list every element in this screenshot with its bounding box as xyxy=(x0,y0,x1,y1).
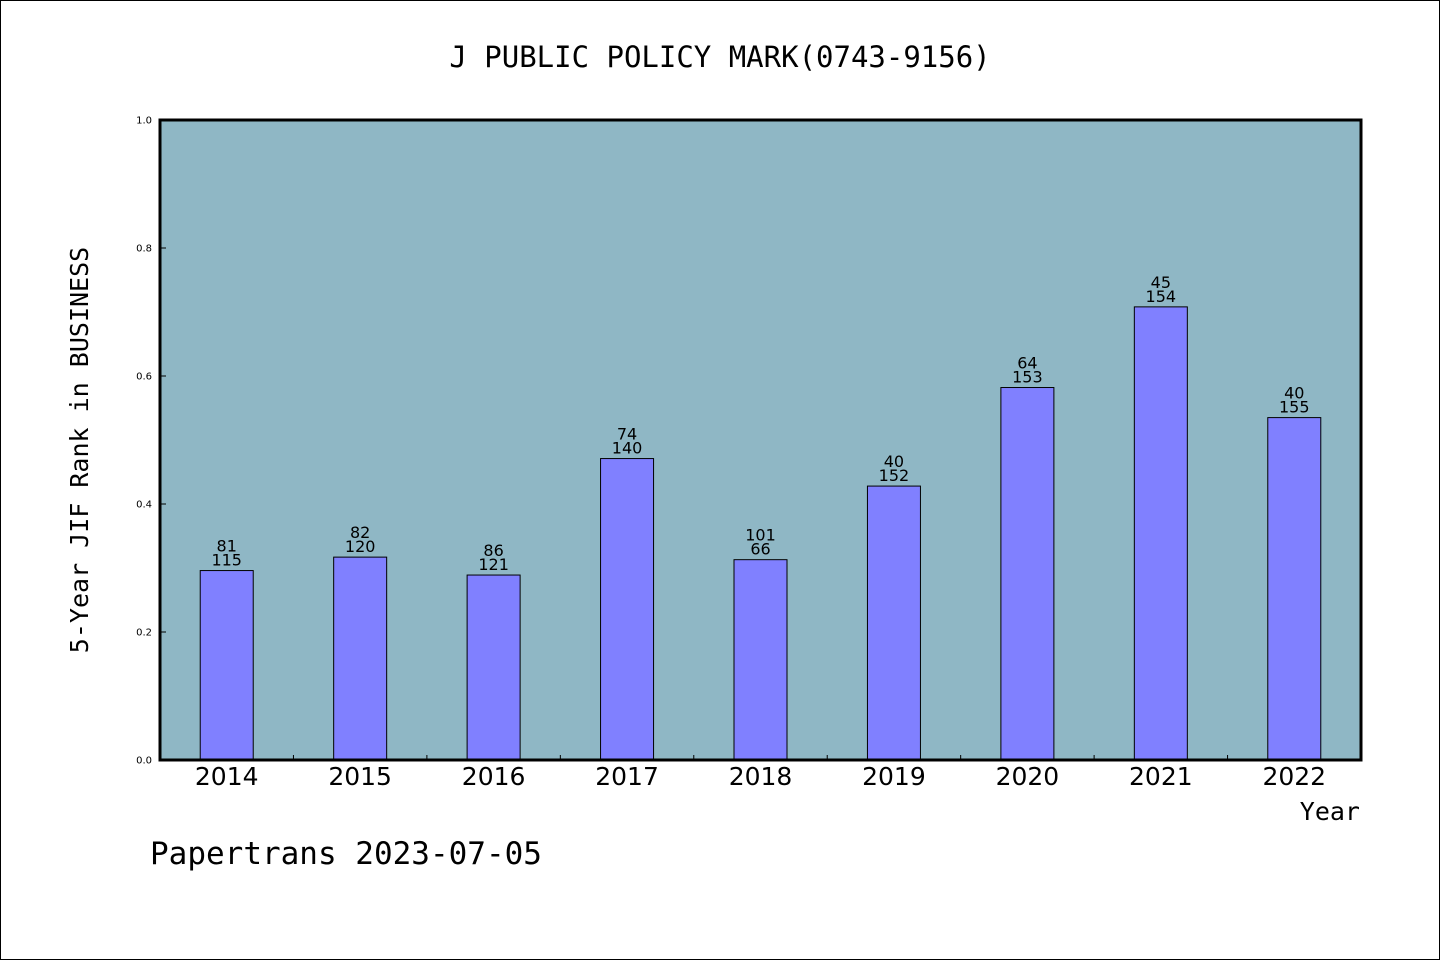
bar-label-top-2022: 40 xyxy=(1284,384,1304,403)
x-tick-label-2020: 2020 xyxy=(996,762,1060,791)
x-tick-label-2016: 2016 xyxy=(462,762,526,791)
plot-border xyxy=(158,118,1363,762)
y-tick-label: 0.4 xyxy=(136,500,152,511)
y-tick-label: 0.8 xyxy=(136,244,152,255)
bar-2022 xyxy=(1267,417,1322,761)
x-tick-label-2018: 2018 xyxy=(729,762,793,791)
bar-2020 xyxy=(1000,387,1055,761)
y-axis: 0.0 0.2 0.4 0.6 0.8 1.0 xyxy=(136,116,166,767)
bar-label-top-2021: 45 xyxy=(1151,273,1171,292)
bar-label-top-2019: 40 xyxy=(884,452,904,471)
x-tick-label-2014: 2014 xyxy=(195,762,259,791)
bar-2015 xyxy=(333,556,388,761)
bar-label-top-2015: 82 xyxy=(350,523,370,542)
bar-label-top-2020: 64 xyxy=(1017,354,1037,373)
bar-label-top-2014: 81 xyxy=(217,537,237,556)
bar-label-top-2016: 86 xyxy=(483,541,503,560)
bar-label-top-2017: 74 xyxy=(617,425,637,444)
bar-2018 xyxy=(733,559,788,761)
x-axis: 2014 2015 2016 2017 2018 2019 2020 2021 2022 xyxy=(195,755,1326,791)
x-tick-label-2021: 2021 xyxy=(1129,762,1193,791)
bar-label-top-2018: 101 xyxy=(745,526,776,545)
y-tick-label: 0.2 xyxy=(136,628,152,639)
x-tick-label-2019: 2019 xyxy=(862,762,926,791)
chart-title: J PUBLIC POLICY MARK(0743-9156) xyxy=(449,40,990,74)
bar-2017 xyxy=(600,458,655,761)
bar-label-bottom-2018: 66 xyxy=(750,540,770,559)
y-tick-label: 1.0 xyxy=(136,116,152,127)
bar-2016 xyxy=(466,574,521,761)
bar-label-bottom-2020: 153 xyxy=(1012,368,1043,387)
y-axis-label: 5-Year JIF Rank in BUSINESS xyxy=(65,247,94,653)
x-tick-label-2017: 2017 xyxy=(595,762,659,791)
bar-2014 xyxy=(199,570,254,761)
bars-group xyxy=(199,306,1322,761)
bar-label-bottom-2021: 154 xyxy=(1146,287,1177,306)
bar-2021 xyxy=(1133,306,1188,761)
bar-2019 xyxy=(866,485,921,761)
x-tick-label-2015: 2015 xyxy=(328,762,392,791)
bar-label-bottom-2015: 120 xyxy=(345,537,376,556)
bar-label-bottom-2016: 121 xyxy=(478,555,509,574)
y-tick-label: 0.0 xyxy=(136,756,152,767)
y-tick-label: 0.6 xyxy=(136,372,152,383)
bar-label-bottom-2022: 155 xyxy=(1279,398,1310,417)
bar-label-bottom-2014: 115 xyxy=(211,551,242,570)
x-axis-label: Year xyxy=(1300,797,1360,826)
bar-label-bottom-2017: 140 xyxy=(612,439,643,458)
bar-label-bottom-2019: 152 xyxy=(879,466,910,485)
x-tick-label-2022: 2022 xyxy=(1262,762,1326,791)
footer-credit: Papertrans 2023-07-05 xyxy=(150,836,542,872)
